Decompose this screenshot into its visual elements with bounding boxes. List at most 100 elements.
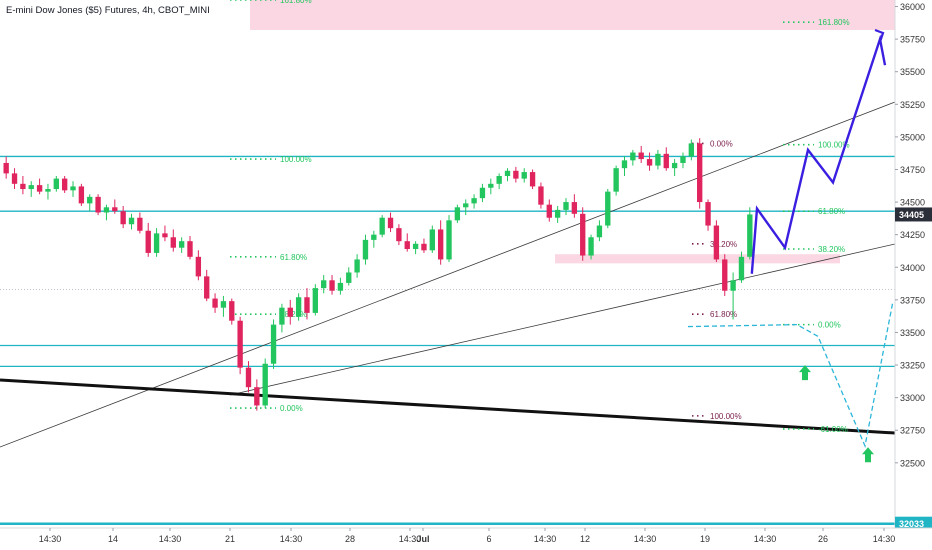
candle-body — [162, 233, 168, 238]
fib-level-label: 161.80% — [818, 18, 850, 27]
candle-body — [212, 298, 218, 308]
fib-level-label: 38.20% — [710, 240, 737, 249]
candle-body — [304, 297, 310, 313]
candle-body — [87, 196, 93, 204]
price-axis-bg — [895, 0, 932, 550]
candle-body — [538, 186, 544, 205]
candle-body — [137, 217, 143, 231]
candle-body — [254, 387, 260, 406]
price-badge — [895, 516, 932, 531]
fib-level-label: 100.00% — [280, 155, 312, 164]
y-tick-label: 33250 — [900, 361, 925, 371]
candle-body — [354, 259, 360, 273]
x-tick-label: 14:30 — [534, 534, 557, 544]
x-tick-label: 6 — [486, 534, 491, 544]
candle-body — [613, 168, 619, 192]
green-up-arrow-icon — [799, 365, 811, 381]
x-tick-label: 14:30 — [39, 534, 62, 544]
candle-body — [70, 186, 76, 191]
y-tick-label: 35250 — [900, 100, 925, 110]
candle-body — [237, 320, 243, 368]
candle-body — [747, 214, 753, 257]
candle-body — [112, 207, 118, 212]
candle-body — [621, 160, 628, 169]
chart-title: E-mini Dow Jones ($5) Futures, 4h, CBOT_… — [6, 5, 210, 16]
x-tick-label: 14:30 — [754, 534, 777, 544]
candle-body — [78, 186, 85, 204]
candle-body — [53, 178, 59, 190]
candle-body — [688, 143, 695, 157]
candle-body — [554, 209, 561, 218]
x-tick-label: 14 — [108, 534, 118, 544]
fib-level-label: 100.00% — [710, 412, 742, 421]
y-tick-label: 36000 — [900, 2, 925, 12]
candle-body — [128, 217, 135, 225]
projection-arrowhead — [874, 28, 885, 43]
y-tick-label: 34750 — [900, 165, 925, 175]
candle-body — [279, 307, 285, 325]
x-tick-label: 21 — [225, 534, 235, 544]
candle-body — [220, 301, 227, 308]
x-tick-label: 28 — [345, 534, 355, 544]
candle-body — [563, 202, 569, 210]
candle-body — [95, 196, 101, 213]
price-badge-label: 34405 — [899, 210, 924, 220]
candle-body — [103, 207, 110, 213]
candle-body — [605, 191, 611, 226]
y-tick-label: 33750 — [900, 295, 925, 305]
candle-body — [571, 202, 578, 214]
candle-body — [638, 152, 644, 160]
fib-level-label: 61.80% — [280, 253, 307, 262]
y-tick-label: 35500 — [900, 67, 925, 77]
x-tick-label: 12 — [580, 534, 590, 544]
candle-body — [697, 143, 703, 203]
candle-body — [646, 159, 653, 166]
fib-level-label: 38.20% — [818, 245, 845, 254]
candle-body — [396, 228, 402, 242]
fib-level-label: 61.80% — [818, 207, 845, 216]
candle-body — [204, 276, 210, 299]
candle-body — [120, 211, 126, 225]
candle-body — [36, 185, 43, 192]
candle-body — [28, 185, 34, 190]
candle-body — [187, 241, 193, 257]
x-tick-label: 14:30 — [873, 534, 896, 544]
candle-body — [471, 198, 477, 204]
fib-level-label: 100.00% — [818, 141, 850, 150]
candle-body — [295, 297, 302, 317]
candle-body — [705, 202, 711, 226]
projection-path-bearish — [687, 301, 894, 449]
candle-body — [529, 172, 536, 187]
shaded-zone — [555, 254, 840, 264]
candle-body — [329, 280, 335, 291]
candle-body — [421, 243, 427, 251]
candle-body — [463, 203, 469, 208]
candle-body — [346, 272, 352, 283]
candle-body — [730, 280, 736, 291]
candle-body — [630, 152, 636, 161]
candle-body — [738, 256, 745, 281]
candle-body — [321, 280, 327, 289]
candle-body — [178, 241, 185, 248]
candle-body — [722, 259, 728, 291]
candle-body — [488, 183, 494, 188]
y-tick-label: 32750 — [900, 426, 925, 436]
y-tick-label: 34000 — [900, 263, 925, 273]
x-tick-label: 14:30 — [399, 534, 422, 544]
x-tick-label: 14:30 — [634, 534, 657, 544]
candle-body — [245, 367, 252, 388]
candle-body — [588, 237, 594, 256]
candle-body — [580, 213, 586, 256]
candle-body — [671, 162, 678, 169]
candle-body — [446, 220, 452, 260]
y-tick-label: 33500 — [900, 328, 925, 338]
candle-body — [663, 153, 669, 169]
y-tick-label: 33000 — [900, 393, 925, 403]
candle-body — [229, 301, 235, 321]
time-axis-bg — [0, 528, 932, 550]
candle-body — [270, 324, 277, 364]
x-tick-label: 14:30 — [159, 534, 182, 544]
y-tick-label: 35000 — [900, 132, 925, 142]
